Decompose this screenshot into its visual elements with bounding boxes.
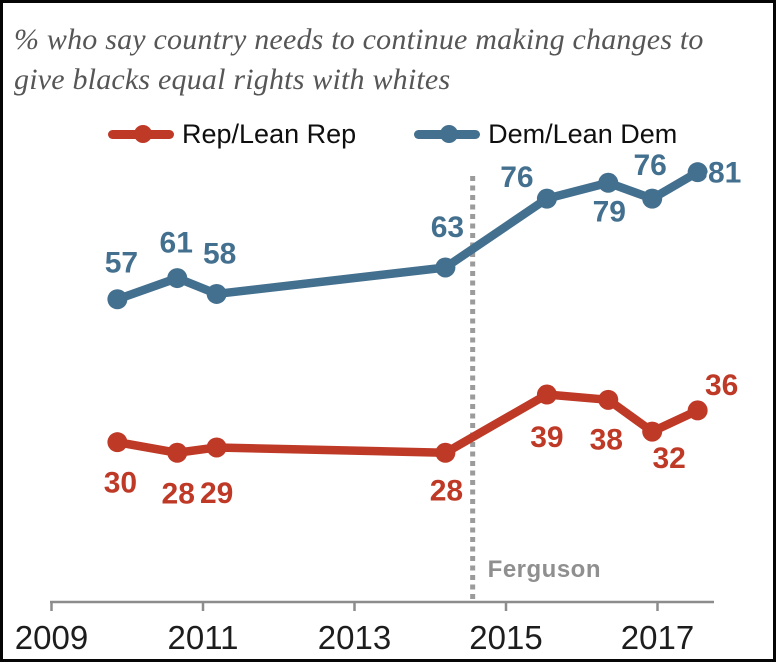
axis-tick-label: 2009	[15, 619, 88, 656]
axis-tick-label: 2013	[318, 619, 391, 656]
data-label: 58	[203, 237, 236, 270]
legend-marker-dem-icon	[414, 125, 481, 143]
data-label: 39	[530, 421, 563, 454]
data-label: 61	[160, 227, 193, 260]
data-point	[687, 400, 708, 421]
data-label: 79	[593, 195, 626, 228]
data-label: 38	[590, 423, 623, 456]
legend-item-dem: Dem/Lean Dem	[414, 117, 677, 151]
data-point	[536, 384, 557, 405]
axis-tick-label: 2011	[168, 619, 239, 656]
data-point	[206, 437, 227, 458]
data-point	[435, 442, 456, 463]
data-label: 76	[634, 149, 667, 182]
legend-marker-rep-icon	[108, 125, 174, 143]
legend-dot-rep-icon	[134, 125, 152, 143]
chart-title-line-2: give blacks equal rights with whites	[14, 63, 451, 96]
axis-tick-label: 2015	[469, 619, 542, 656]
data-point	[167, 268, 188, 289]
legend: Rep/Lean Rep Dem/Lean Dem	[108, 117, 677, 151]
annotation-label: Ferguson	[488, 556, 601, 583]
data-point	[598, 172, 619, 193]
data-label: 28	[430, 474, 463, 507]
data-point	[435, 257, 456, 278]
data-label: 36	[705, 369, 738, 402]
data-label: 57	[105, 247, 138, 280]
legend-label-rep: Rep/Lean Rep	[182, 119, 357, 149]
data-label: 29	[200, 477, 233, 510]
legend-dot-dem-icon	[440, 125, 459, 143]
data-point	[167, 442, 188, 463]
data-label: 81	[708, 157, 741, 190]
data-point	[107, 289, 128, 310]
data-label: 63	[431, 211, 464, 244]
data-point	[536, 188, 557, 209]
chart-title-line-1: % who say country needs to continue maki…	[14, 23, 704, 56]
data-label: 28	[162, 477, 195, 510]
data-point	[687, 162, 708, 183]
data-point	[107, 432, 128, 453]
legend-item-rep: Rep/Lean Rep	[108, 117, 356, 151]
data-point	[642, 188, 663, 209]
legend-label-dem: Dem/Lean Dem	[488, 119, 678, 149]
data-point	[598, 389, 619, 410]
chart-title: % who say country needs to continue maki…	[14, 20, 704, 100]
data-point	[642, 421, 663, 442]
data-point	[206, 283, 227, 304]
data-label: 30	[104, 467, 137, 500]
axis-tick-label: 2017	[621, 619, 694, 656]
data-label: 32	[653, 442, 686, 475]
data-label: 76	[500, 161, 533, 194]
